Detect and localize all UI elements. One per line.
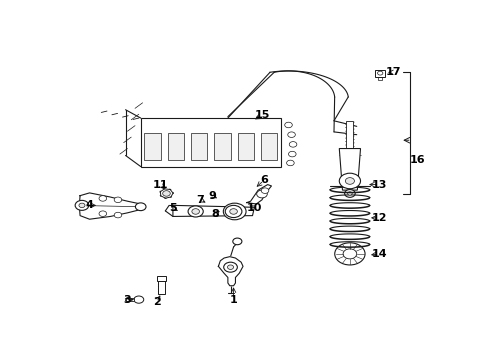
Circle shape bbox=[225, 205, 242, 217]
Text: 7: 7 bbox=[196, 195, 204, 205]
Circle shape bbox=[114, 212, 122, 218]
Bar bbox=[260, 133, 277, 159]
Circle shape bbox=[288, 151, 296, 157]
Text: 16: 16 bbox=[409, 155, 424, 165]
Text: 10: 10 bbox=[246, 203, 262, 213]
Text: 6: 6 bbox=[260, 175, 267, 185]
Text: 5: 5 bbox=[169, 203, 176, 213]
Bar bbox=[167, 133, 183, 159]
Text: 11: 11 bbox=[152, 180, 168, 190]
Bar bbox=[191, 133, 207, 159]
Bar bbox=[346, 121, 353, 149]
Circle shape bbox=[229, 209, 237, 214]
Text: 1: 1 bbox=[229, 294, 237, 305]
Circle shape bbox=[99, 211, 106, 216]
Text: 15: 15 bbox=[254, 110, 269, 120]
Circle shape bbox=[256, 190, 267, 198]
Polygon shape bbox=[339, 149, 360, 190]
Bar bbox=[378, 77, 381, 80]
Circle shape bbox=[344, 190, 354, 197]
Text: 12: 12 bbox=[371, 213, 386, 223]
Circle shape bbox=[188, 206, 203, 217]
Circle shape bbox=[191, 209, 199, 214]
Circle shape bbox=[134, 296, 143, 303]
Circle shape bbox=[114, 197, 122, 203]
Circle shape bbox=[347, 192, 351, 195]
Circle shape bbox=[289, 141, 296, 147]
Circle shape bbox=[163, 191, 170, 196]
Circle shape bbox=[232, 238, 242, 245]
Text: 3: 3 bbox=[123, 294, 131, 305]
Polygon shape bbox=[246, 185, 271, 204]
Circle shape bbox=[334, 243, 365, 265]
Circle shape bbox=[75, 201, 89, 210]
Text: 14: 14 bbox=[371, 249, 386, 259]
Bar bbox=[144, 133, 161, 159]
Text: 4: 4 bbox=[85, 201, 93, 210]
Polygon shape bbox=[173, 205, 254, 216]
Bar bbox=[158, 281, 164, 294]
Polygon shape bbox=[79, 193, 142, 219]
Circle shape bbox=[284, 122, 292, 128]
Bar bbox=[141, 118, 280, 167]
Circle shape bbox=[261, 188, 268, 193]
Circle shape bbox=[227, 265, 233, 269]
Circle shape bbox=[286, 160, 294, 166]
Bar bbox=[374, 69, 385, 77]
Bar bbox=[237, 133, 253, 159]
Circle shape bbox=[287, 132, 295, 138]
Circle shape bbox=[345, 177, 354, 184]
Circle shape bbox=[343, 249, 356, 259]
Bar bbox=[125, 298, 134, 301]
Circle shape bbox=[99, 196, 106, 201]
Text: 17: 17 bbox=[386, 67, 401, 77]
Text: 2: 2 bbox=[152, 297, 160, 307]
Circle shape bbox=[135, 203, 146, 211]
Circle shape bbox=[223, 203, 245, 220]
Text: 9: 9 bbox=[208, 191, 216, 201]
Text: 8: 8 bbox=[211, 209, 219, 219]
Circle shape bbox=[79, 203, 85, 208]
Polygon shape bbox=[218, 257, 243, 286]
Text: e: e bbox=[195, 208, 199, 214]
Bar bbox=[214, 133, 230, 159]
Circle shape bbox=[377, 71, 382, 75]
Circle shape bbox=[223, 262, 237, 272]
Circle shape bbox=[339, 173, 360, 189]
Text: 13: 13 bbox=[371, 180, 386, 190]
Bar bbox=[156, 276, 166, 281]
